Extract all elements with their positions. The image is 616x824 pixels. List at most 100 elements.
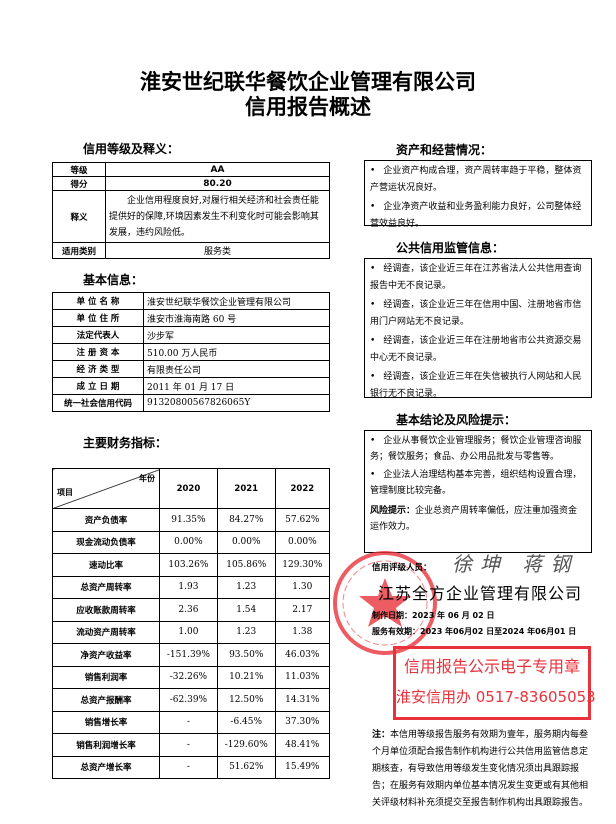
indicator-value: 1.38 [274,620,331,644]
indicator-value: 46.03% [274,643,331,667]
basic-label: 单 位 名 称 [52,292,144,310]
indicator-value: -151.39% [159,643,218,667]
indicator-label: 销售利润增长率 [52,733,160,757]
valid-period-value: 2023 年06月02 日至2024 年06月01 日 [420,627,577,636]
bullet-text: 经调查，该企业近三年在失信被执行人网站和人民银行无不良记录。 [370,372,582,399]
basic-label: 成 立 日 期 [52,377,144,395]
basic-label: 经 济 类 型 [52,360,144,378]
risk-note: 风险提示：企业总资产周转率偏低，应注重加强资金运作效力。 [370,503,586,535]
category-value: 服务类 [105,242,330,259]
indicator-value: 1.54 [216,598,276,622]
category-label: 适用类别 [52,242,106,259]
indicator-label: 总资产周转率 [52,575,160,599]
finance-heading: 主要财务指标： [83,436,168,450]
basic-row: 统一社会信用代码 91320800567826065Y [52,394,330,412]
basic-label: 单 位 住 所 [52,309,144,327]
indicator-value: -129.60% [216,733,276,757]
stamp-line2: 淮安信用办 0517-83605053 [396,688,596,706]
basic-row: 成 立 日 期 2011 年 01 月 17 日 [52,377,330,395]
bullet-icon: • [370,470,376,480]
finance-header-row: 年份 项目 2020 2021 2022 [52,468,331,509]
bullet-icon: • [370,202,376,212]
indicator-value: 103.26% [159,553,218,577]
credit-table: 等级 AA 得分 80.20 释义 企业信用程度良好,对履行相关经济和社会责任能提供好… [52,162,330,259]
basic-row: 单 位 名 称淮安世纪联华餐饮企业管理有限公司 [52,292,330,310]
indicator-value: 51.62% [216,755,276,779]
indicator-value: 57.62% [274,508,331,532]
bullet-icon: • [370,336,376,346]
indicator-value: 15.49% [274,755,331,779]
indicator-value: 37.30% [274,710,331,734]
bullet-text: 企业法人治理结构基本完善，组织结构设置合理，管理制度比较完备。 [370,470,582,496]
corner-item-label: 项目 [57,488,73,497]
basic-row: 经 济 类 型有限责任公司 [52,360,330,378]
supervision-box: • 经调查，该企业近三年在江苏省法人公共信用查询报告中无不良记录。 • 经调查，该企业… [364,258,592,399]
bullet-text: 经调查，该企业近三年在江苏省法人公共信用查询报告中无不良记录。 [370,264,582,291]
bullet-item: • 企业从事餐饮企业管理服务；餐饮企业管理咨询服务；餐饮服务；食品、办公用品批发与… [370,433,586,465]
bullet-item: • 企业净资产收益和业务盈利能力良好，公司整体经营效益良好。 [370,199,586,233]
finance-row: 速动比率 103.26% 105.86% 129.30% [52,553,331,577]
made-date: 制作日期：2023 年 06 月 02 日 [372,610,494,622]
bullet-text: 企业从事餐饮企业管理服务；餐饮企业管理咨询服务；餐饮服务；食品、办公用品批发与零… [370,436,582,462]
supervision-heading: 公共信用监管信息： [396,241,505,255]
corner-year-label: 年份 [139,474,155,483]
bullet-text: 经调查，该企业近三年在注册地省市公共资源交易中心无不良记录。 [370,336,582,363]
rater-label: 信用评级人员： [372,563,432,573]
indicator-label: 总资产报酬率 [52,688,160,712]
indicator-value: 1.93 [159,575,218,599]
indicator-value: 1.30 [274,575,331,599]
finance-row: 总资产周转率 1.93 1.23 1.30 [52,575,331,599]
indicator-label: 资产负债率 [52,508,160,532]
finance-row: 净资产收益率 -151.39% 93.50% 46.03% [52,643,331,667]
indicator-label: 销售利润率 [52,665,160,689]
indicator-value: - [159,755,218,779]
risk-label: 风险提示： [370,506,416,516]
indicator-value: 105.86% [216,553,276,577]
meaning-value: 企业信用程度良好,对履行相关经济和社会责任能提供好的保障,环境因素发生不利变化时… [105,190,330,243]
finance-row: 资产负债率 91.35% 84.27% 57.62% [52,508,331,532]
indicator-label: 现金流动负债率 [52,530,160,554]
grade-value: AA [105,162,330,177]
indicator-value: 1.23 [216,620,276,644]
report-title: 信用报告概述 [245,95,371,119]
meaning-label: 释义 [52,190,106,243]
basic-value: 有限责任公司 [143,360,330,378]
bullet-item: • 经调查，该企业近三年在信用中国、注册地省市信用门户网站无不良记录。 [370,297,586,331]
indicator-value: 12.50% [216,688,276,712]
basic-value: 淮安市淮海南路 60 号 [143,309,330,327]
company-seal [333,551,437,655]
indicator-value: 91.35% [159,508,218,532]
note: 注：本信用等级报告服务有效期为壹年，服务期内每叁个月单位须配合报告制作机构进行公… [372,727,594,812]
basic-heading: 基本信息： [83,273,144,287]
indicator-value: 0.00% [216,530,276,554]
bullet-text: 企业净资产收益和业务盈利能力良好，公司整体经营效益良好。 [370,202,582,229]
finance-table: 年份 项目 2020 2021 2022 资产负债率 91.35% 84.27% 57.62% 现… [52,468,331,779]
bullet-item: • 企业法人治理结构基本完善，组织结构设置合理，管理制度比较完备。 [370,467,586,499]
valid-period-label: 服务有效期： [372,627,420,636]
finance-row: 销售利润率 -32.26% 10.21% 11.03% [52,665,331,689]
bullet-icon: • [370,300,376,310]
basic-value: 2011 年 01 月 17 日 [143,377,330,395]
note-text: 本信用等级报告服务有效期为壹年，服务期内每叁个月单位须配合报告制作机构进行公共信… [372,730,589,808]
year-header: 2020 [159,468,218,509]
bullet-item: • 企业资产构成合理，资产周转率趋于平稳，整体资产营运状况良好。 [370,163,586,197]
indicator-value: - [159,710,218,734]
indicator-value: 11.03% [274,665,331,689]
bullet-icon: • [370,264,376,274]
assets-heading: 资产和经营情况： [396,143,493,157]
indicator-value: -62.39% [159,688,218,712]
basic-row: 注 册 资 本 510.00 万人民币 [52,343,330,361]
basic-value: 淮安世纪联华餐饮企业管理有限公司 [143,292,330,310]
risk-text: 企业总资产周转率偏低，应注重加强资金运作效力。 [370,506,578,532]
indicator-value: 93.50% [216,643,276,667]
year-header: 2021 [216,468,276,509]
basic-row: 单 位 住 所淮安市淮海南路 60 号 [52,309,330,327]
basic-info-table: 单 位 名 称淮安世纪联华餐饮企业管理有限公司单 位 住 所淮安市淮海南路 60… [52,292,330,412]
rater-signature: 徐坤 蒋钢 [452,552,579,576]
score-label: 得分 [52,176,106,191]
finance-row: 流动资产周转率 1.00 1.23 1.38 [52,620,331,644]
basic-value: 91320800567826065Y [143,394,330,412]
corner-cell: 年份项目 [52,468,160,509]
indicator-value: 129.30% [274,553,331,577]
